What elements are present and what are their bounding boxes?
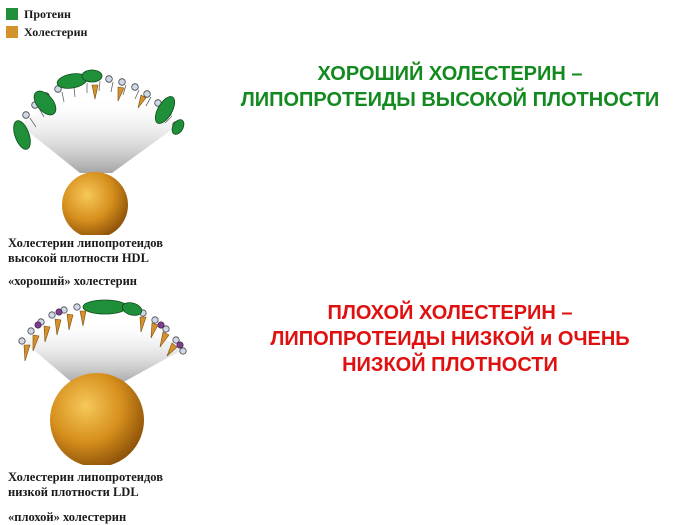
- ldl-headline-line3: НИЗКОЙ ПЛОТНОСТИ: [342, 354, 558, 376]
- protein-swatch-icon: [6, 8, 18, 20]
- ldl-zoom-cone: [22, 317, 182, 385]
- hdl-caption-line3: «хороший» холестерин: [8, 274, 137, 288]
- hdl-core-sphere: [62, 172, 128, 235]
- ldl-caption-line3: «плохой» холестерин: [8, 510, 127, 524]
- ldl-caption-line2: низкой плотности LDL: [8, 485, 139, 499]
- ldl-purple-molecules: [34, 308, 184, 349]
- hdl-headline-line2: ЛИПОПРОТЕИДЫ ВЫСОКОЙ ПЛОТНОСТИ: [240, 89, 660, 111]
- ldl-particle-illustration: [0, 295, 200, 465]
- hdl-zoom-cone: [20, 95, 178, 173]
- hdl-caption-line1: Холестерин липопротеидов: [8, 236, 163, 250]
- hdl-caption: Холестерин липопротеидов высокой плотнос…: [8, 236, 163, 289]
- ldl-protein-molecules: [82, 299, 143, 316]
- hdl-cholesterol-molecules: [91, 84, 147, 109]
- legend-label-protein: Протеин: [24, 6, 71, 21]
- ldl-phospholipid-layer: [18, 303, 187, 355]
- legend-item-protein: Протеин: [6, 6, 87, 22]
- legend-label-cholesterol: Холестерин: [24, 24, 88, 39]
- legend-item-cholesterol: Холестерин: [6, 24, 87, 40]
- cholesterol-swatch-icon: [6, 26, 18, 38]
- ldl-caption: Холестерин липопротеидов низкой плотност…: [8, 470, 163, 525]
- ldl-caption-line1: Холестерин липопротеидов: [8, 470, 163, 484]
- ldl-core-sphere: [50, 373, 144, 465]
- ldl-headline: ПЛОХОЙ ХОЛЕСТЕРИН – ЛИПОПРОТЕИДЫ НИЗКОЙ …: [205, 300, 695, 378]
- hdl-protein-molecules: [13, 69, 185, 150]
- hdl-particle-illustration: [0, 55, 200, 235]
- ldl-cholesterol-molecules: [23, 310, 178, 362]
- hdl-headline: ХОРОШИЙ ХОЛЕСТЕРИН – ЛИПОПРОТЕИДЫ ВЫСОКО…: [205, 61, 695, 113]
- hdl-caption-line2: высокой плотности HDL: [8, 251, 149, 265]
- ldl-headline-line1: ПЛОХОЙ ХОЛЕСТЕРИН –: [327, 302, 573, 324]
- legend: Протеин Холестерин: [6, 6, 87, 42]
- ldl-headline-line2: ЛИПОПРОТЕИДЫ НИЗКОЙ и ОЧЕНЬ: [270, 328, 630, 350]
- hdl-headline-line1: ХОРОШИЙ ХОЛЕСТЕРИН –: [317, 63, 583, 85]
